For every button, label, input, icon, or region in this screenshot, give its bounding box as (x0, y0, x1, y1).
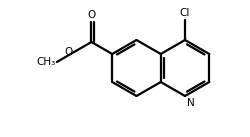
Text: O: O (87, 11, 96, 21)
Text: N: N (186, 98, 194, 108)
Text: O: O (64, 47, 73, 57)
Text: CH₃: CH₃ (36, 57, 55, 67)
Text: Cl: Cl (180, 8, 190, 18)
